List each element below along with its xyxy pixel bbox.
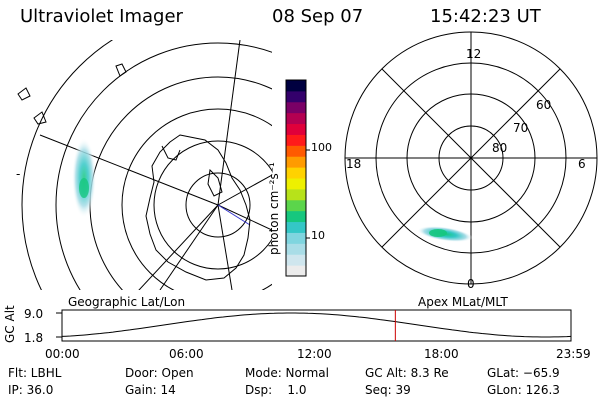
geo-lat-circle — [185, 172, 251, 238]
geo-meridian — [217, 40, 241, 206]
gc-alt-status: GC Alt: 8.3 Re — [365, 366, 449, 380]
colorbar-segment — [286, 265, 306, 277]
glon-status: GLon: 126.3 — [487, 383, 560, 397]
geo-meridian — [159, 204, 219, 290]
colorbar-segment — [286, 243, 306, 255]
colorbar-segment — [286, 210, 306, 223]
colorbar-unit-label: photon cm⁻²s⁻¹ — [267, 162, 281, 255]
timeline-frame — [61, 309, 572, 342]
colorbar-segment — [286, 167, 306, 179]
timeline-xtick: 18:00 — [424, 347, 459, 361]
colorbar-segment — [286, 199, 306, 212]
instrument-title: Ultraviolet Imager — [20, 6, 183, 27]
ross-ice-shelf — [207, 168, 223, 197]
geo-meridian — [39, 134, 219, 206]
geo-map — [17, 40, 272, 290]
mlt-label-dawn: 6 — [578, 157, 586, 171]
geo-panel-label: Geographic Lat/Lon — [68, 295, 186, 309]
geo-lat-circle — [21, 40, 114, 290]
gain-status: Gain: 14 — [125, 383, 176, 397]
dsp-status: Dsp: 1.0 — [245, 383, 307, 397]
timeline-ytick-max: 9.0 — [24, 307, 44, 321]
colorbar-segment — [286, 232, 306, 244]
colorbar-frame — [285, 79, 307, 277]
colorbar-segment — [286, 254, 306, 266]
colorbar-segment — [286, 80, 306, 92]
time-label: 15:42:23 UT — [430, 6, 541, 27]
polar-panel-label: Apex MLat/MLT — [418, 295, 508, 309]
colorbar-tick-10: 10 — [311, 229, 325, 242]
timeline-xtick: 06:00 — [169, 347, 204, 361]
geo-meridian — [217, 204, 272, 231]
geo-meridian — [217, 204, 233, 290]
colorbar-segment — [286, 188, 306, 201]
date-label: 08 Sep 07 — [272, 6, 364, 27]
colorbar — [285, 79, 310, 277]
mlat-label-70: 70 — [513, 121, 529, 135]
geo-lat-circle — [153, 140, 272, 270]
timeline-xtick: 23:59 — [556, 347, 591, 361]
island — [33, 111, 47, 125]
colorbar-segment — [286, 112, 306, 125]
mlt-label-midnight: 0 — [467, 277, 475, 291]
geo-tick-label: - — [16, 167, 21, 181]
mlt-label-noon: 12 — [466, 47, 482, 61]
geo-pole-line — [217, 204, 251, 226]
glat-status: GLat: −65.9 — [487, 366, 560, 380]
geo-meridian — [217, 174, 272, 206]
colorbar-segment — [286, 101, 306, 114]
door-status: Door: Open — [125, 366, 194, 380]
polar-aurora — [417, 226, 473, 242]
colorbar-segment — [286, 123, 306, 135]
timeline-ytick-min: 1.8 — [24, 331, 44, 345]
mlt-label-dusk: 18 — [346, 157, 362, 171]
geo-lat-circle — [55, 42, 272, 290]
antarctica-coastline — [145, 134, 251, 281]
colorbar-segment — [286, 178, 306, 190]
mlat-label-60: 60 — [536, 98, 552, 112]
polar-map — [344, 31, 598, 285]
mlat-label-80: 80 — [492, 141, 508, 155]
timeline-ylabel: GC Alt — [3, 305, 17, 343]
colorbar-segment — [286, 134, 306, 146]
filter-status: Flt: LBHL — [8, 366, 62, 380]
geo-meridian — [138, 204, 219, 290]
polar-diagonal — [381, 68, 561, 248]
mode-status: Mode: Normal — [245, 366, 329, 380]
colorbar-segment — [286, 221, 306, 233]
colorbar-segment — [286, 145, 306, 157]
geo-aurora — [72, 138, 96, 218]
colorbar-segment — [286, 156, 306, 168]
altitude-timeline — [56, 309, 572, 342]
geo-lat-circle — [121, 108, 272, 290]
altitude-curve — [61, 312, 572, 338]
colorbar-tick-100: 100 — [311, 141, 332, 154]
timeline-xtick: 12:00 — [297, 347, 332, 361]
seq-status: Seq: 39 — [365, 383, 411, 397]
timeline-xtick: 00:00 — [45, 347, 80, 361]
colorbar-segment — [286, 90, 306, 103]
island — [115, 63, 127, 77]
ip-status: IP: 36.0 — [8, 383, 54, 397]
coast-detail — [161, 145, 181, 161]
island — [17, 87, 31, 101]
